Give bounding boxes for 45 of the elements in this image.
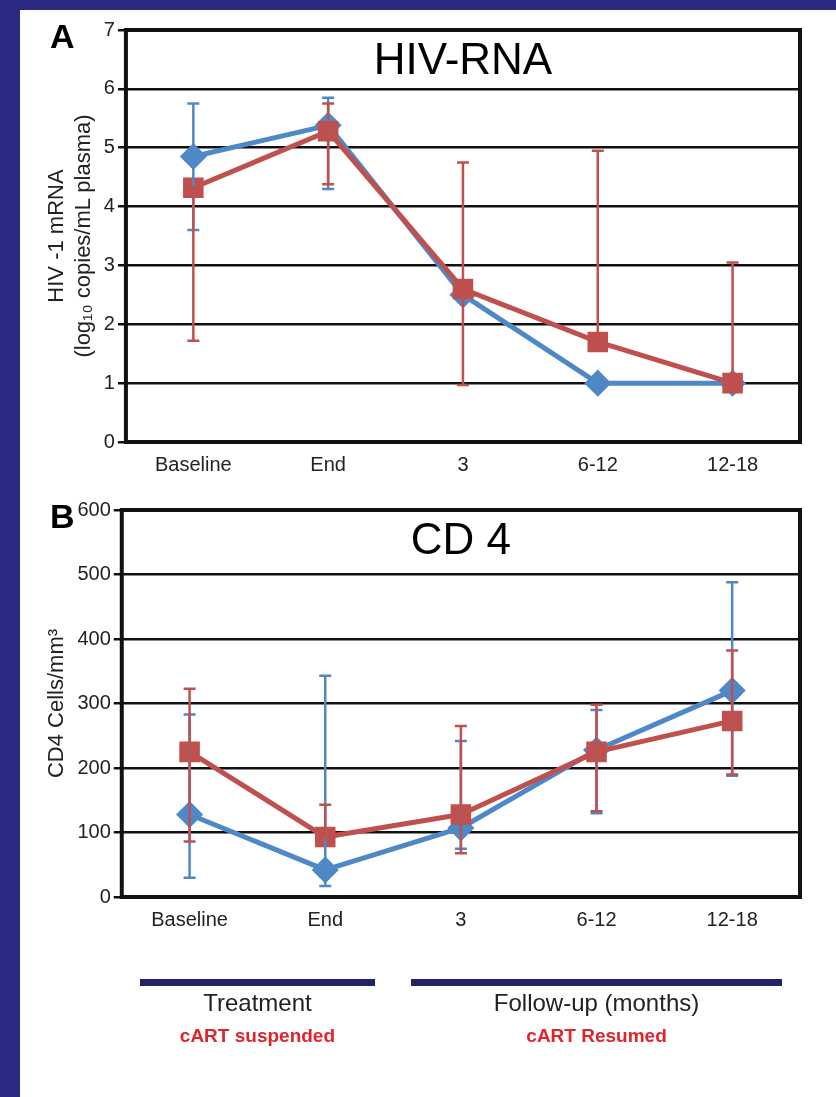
y-tick-label: 1 [103,370,115,393]
point [312,857,338,883]
text: Treatment [203,988,312,1016]
point [452,278,474,300]
chart-title: HIV-RNA [373,34,553,84]
y-tick-label: 300 [77,691,111,714]
text: A [50,17,75,56]
y-tick-label: 0 [103,429,115,452]
y-tick-label: 0 [99,884,111,907]
point [587,331,609,353]
y-tick-label: 100 [77,820,111,843]
x-tick-label: 6-12 [576,907,617,930]
x-tick-label: 6-12 [577,452,618,475]
text: B [50,497,75,536]
point [450,804,472,825]
point [314,826,336,848]
point [585,370,611,396]
y-axis-title: HIV -1 mRNA (log₁₀ copies/mL plasma) [43,114,95,358]
y-tick-label: 600 [77,497,111,520]
y-tick-label: 3 [103,252,115,275]
y-tick-label: 500 [77,562,111,585]
y-tick-label: 2 [103,311,115,334]
x-tick-label: Baseline [151,907,228,930]
x-tick-label: End [307,907,344,930]
point [721,710,743,732]
text: cART Resumed [526,1024,667,1046]
x-tick-label: End [310,452,346,475]
x-tick-label: 3 [457,452,469,475]
y-tick-label: 7 [103,17,115,40]
y-tick-label: 200 [77,755,111,778]
y-tick-label: 6 [103,76,115,99]
y-tick-label: 5 [103,135,115,158]
y-tick-label: 4 [103,194,115,217]
text: cART suspended [179,1024,336,1046]
y-axis-title: CD4 Cells/mm³ [43,628,69,779]
point [586,741,607,763]
x-tick-label: Baseline [154,452,232,475]
x-tick-label: 12-18 [706,907,758,930]
text: Follow-up (months) [493,988,700,1016]
x-tick-label: 12-18 [707,452,759,475]
point [179,741,200,763]
y-tick-label: 400 [77,626,111,649]
x-tick-label: 3 [455,907,467,930]
chart-title: CD 4 [410,514,512,564]
point [317,120,339,142]
